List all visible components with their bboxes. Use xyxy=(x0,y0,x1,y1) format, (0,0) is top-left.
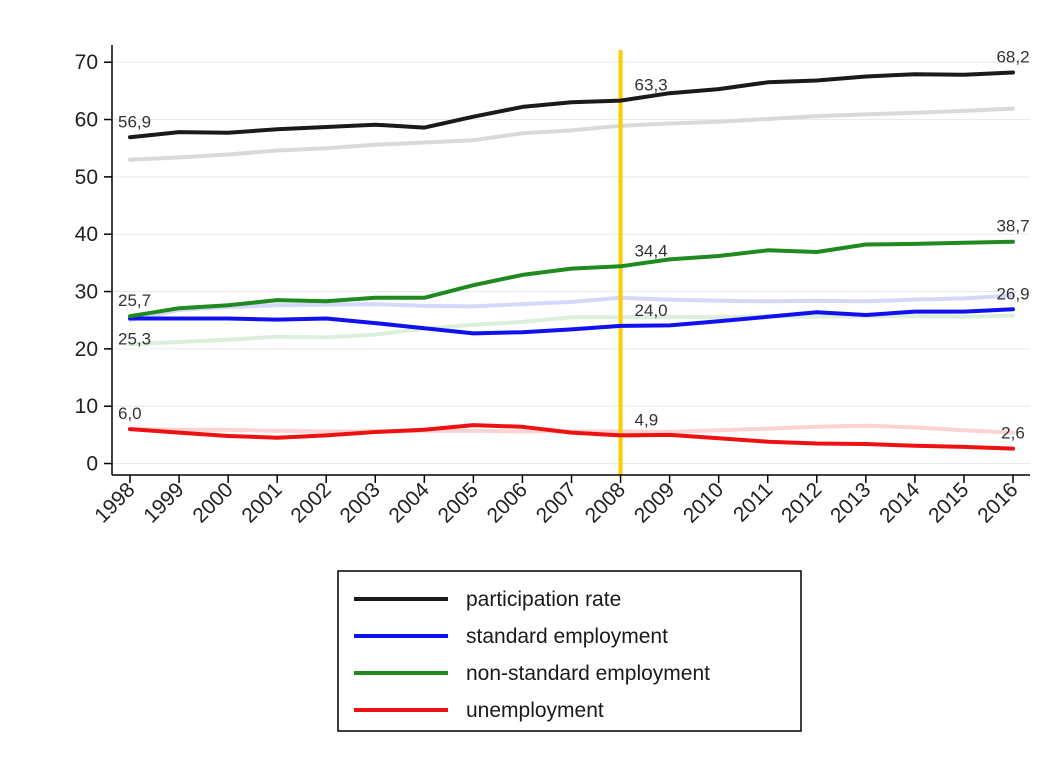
y-tick-label: 10 xyxy=(75,395,98,418)
series-line-unemployment xyxy=(128,423,1015,451)
y-tick-label: 30 xyxy=(75,281,98,304)
data-label: 25,7 xyxy=(118,291,151,310)
background-series-line-2 xyxy=(128,293,1015,323)
y-tick-label: 20 xyxy=(75,338,98,361)
data-label: 6,0 xyxy=(118,404,142,423)
gridlines xyxy=(112,61,1030,465)
legend-label: non-standard employment xyxy=(466,662,710,685)
data-label: 34,4 xyxy=(635,241,668,260)
series-line-standard-employment xyxy=(128,307,1015,336)
y-tick-label: 0 xyxy=(86,453,98,476)
legend-label: standard employment xyxy=(466,625,668,648)
data-label: 26,9 xyxy=(996,284,1029,303)
legend: participation rate standard employment non… xyxy=(337,570,802,732)
y-tick-label: 50 xyxy=(75,166,98,189)
data-labels: 56,9 63,3 68,2 25,7 25,3 34,4 24,0 38,7 26,9 6,0 4… xyxy=(118,48,1030,443)
legend-label: unemployment xyxy=(466,699,604,722)
data-label: 38,7 xyxy=(996,217,1029,236)
data-label: 4,9 xyxy=(635,410,659,429)
legend-label: participation rate xyxy=(466,588,621,611)
data-label: 2,6 xyxy=(1001,424,1025,443)
series-line-non-standard-employment xyxy=(128,239,1015,319)
data-label: 68,2 xyxy=(996,48,1029,67)
data-label: 56,9 xyxy=(118,112,151,131)
data-label: 24,0 xyxy=(635,301,668,320)
data-label: 63,3 xyxy=(635,76,668,95)
y-tick-label: 60 xyxy=(75,109,98,132)
series-line-participation-rate xyxy=(128,70,1015,140)
y-tick-label: 70 xyxy=(75,51,98,74)
background-series-line-1 xyxy=(128,106,1015,162)
data-label: 25,3 xyxy=(118,329,151,348)
series-group xyxy=(128,70,1015,451)
y-tick-label: 40 xyxy=(75,223,98,246)
